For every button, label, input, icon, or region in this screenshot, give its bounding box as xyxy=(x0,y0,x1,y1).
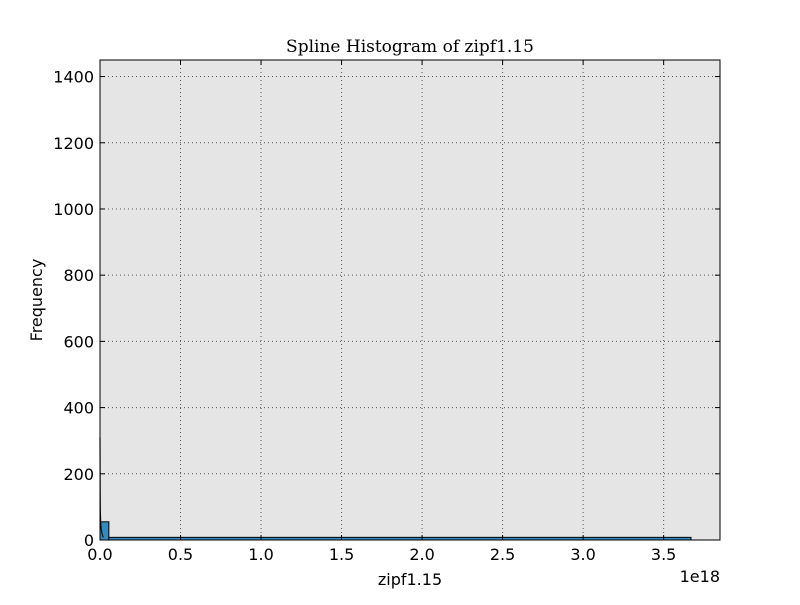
x-tick-label: 2.5 xyxy=(490,545,515,564)
x-tick-label: 2.0 xyxy=(409,545,434,564)
x-offset-label: 1e18 xyxy=(680,567,720,586)
x-tick-label: 1.5 xyxy=(329,545,354,564)
plot-frame xyxy=(99,59,721,541)
y-tick-label: 0 xyxy=(84,531,94,550)
y-tick-label: 1000 xyxy=(53,200,94,219)
grid xyxy=(99,60,720,541)
ticks xyxy=(99,60,720,541)
y-tick-label: 400 xyxy=(63,399,94,418)
x-tick-label: 0.5 xyxy=(168,545,193,564)
plot-area xyxy=(100,60,720,540)
x-axis-label: zipf1.15 xyxy=(378,570,442,589)
x-tick-label: 1.0 xyxy=(248,545,273,564)
y-axis-label: Frequency xyxy=(27,259,46,342)
x-tick-label: 3.5 xyxy=(651,545,676,564)
x-tick-label: 3.0 xyxy=(570,545,595,564)
y-tick-label: 1400 xyxy=(53,68,94,87)
y-tick-label: 1200 xyxy=(53,134,94,153)
x-tick-label: 0.0 xyxy=(87,545,112,564)
chart-title: Spline Histogram of zipf1.15 xyxy=(286,37,534,57)
y-tick-label: 800 xyxy=(63,266,94,285)
tick-labels: 0.0 0.5 1.0 1.5 2.0 2.5 3.0 3.5 0 200 400 600 800 100… xyxy=(53,68,676,564)
y-tick-label: 200 xyxy=(63,465,94,484)
y-tick-label: 600 xyxy=(63,332,94,351)
